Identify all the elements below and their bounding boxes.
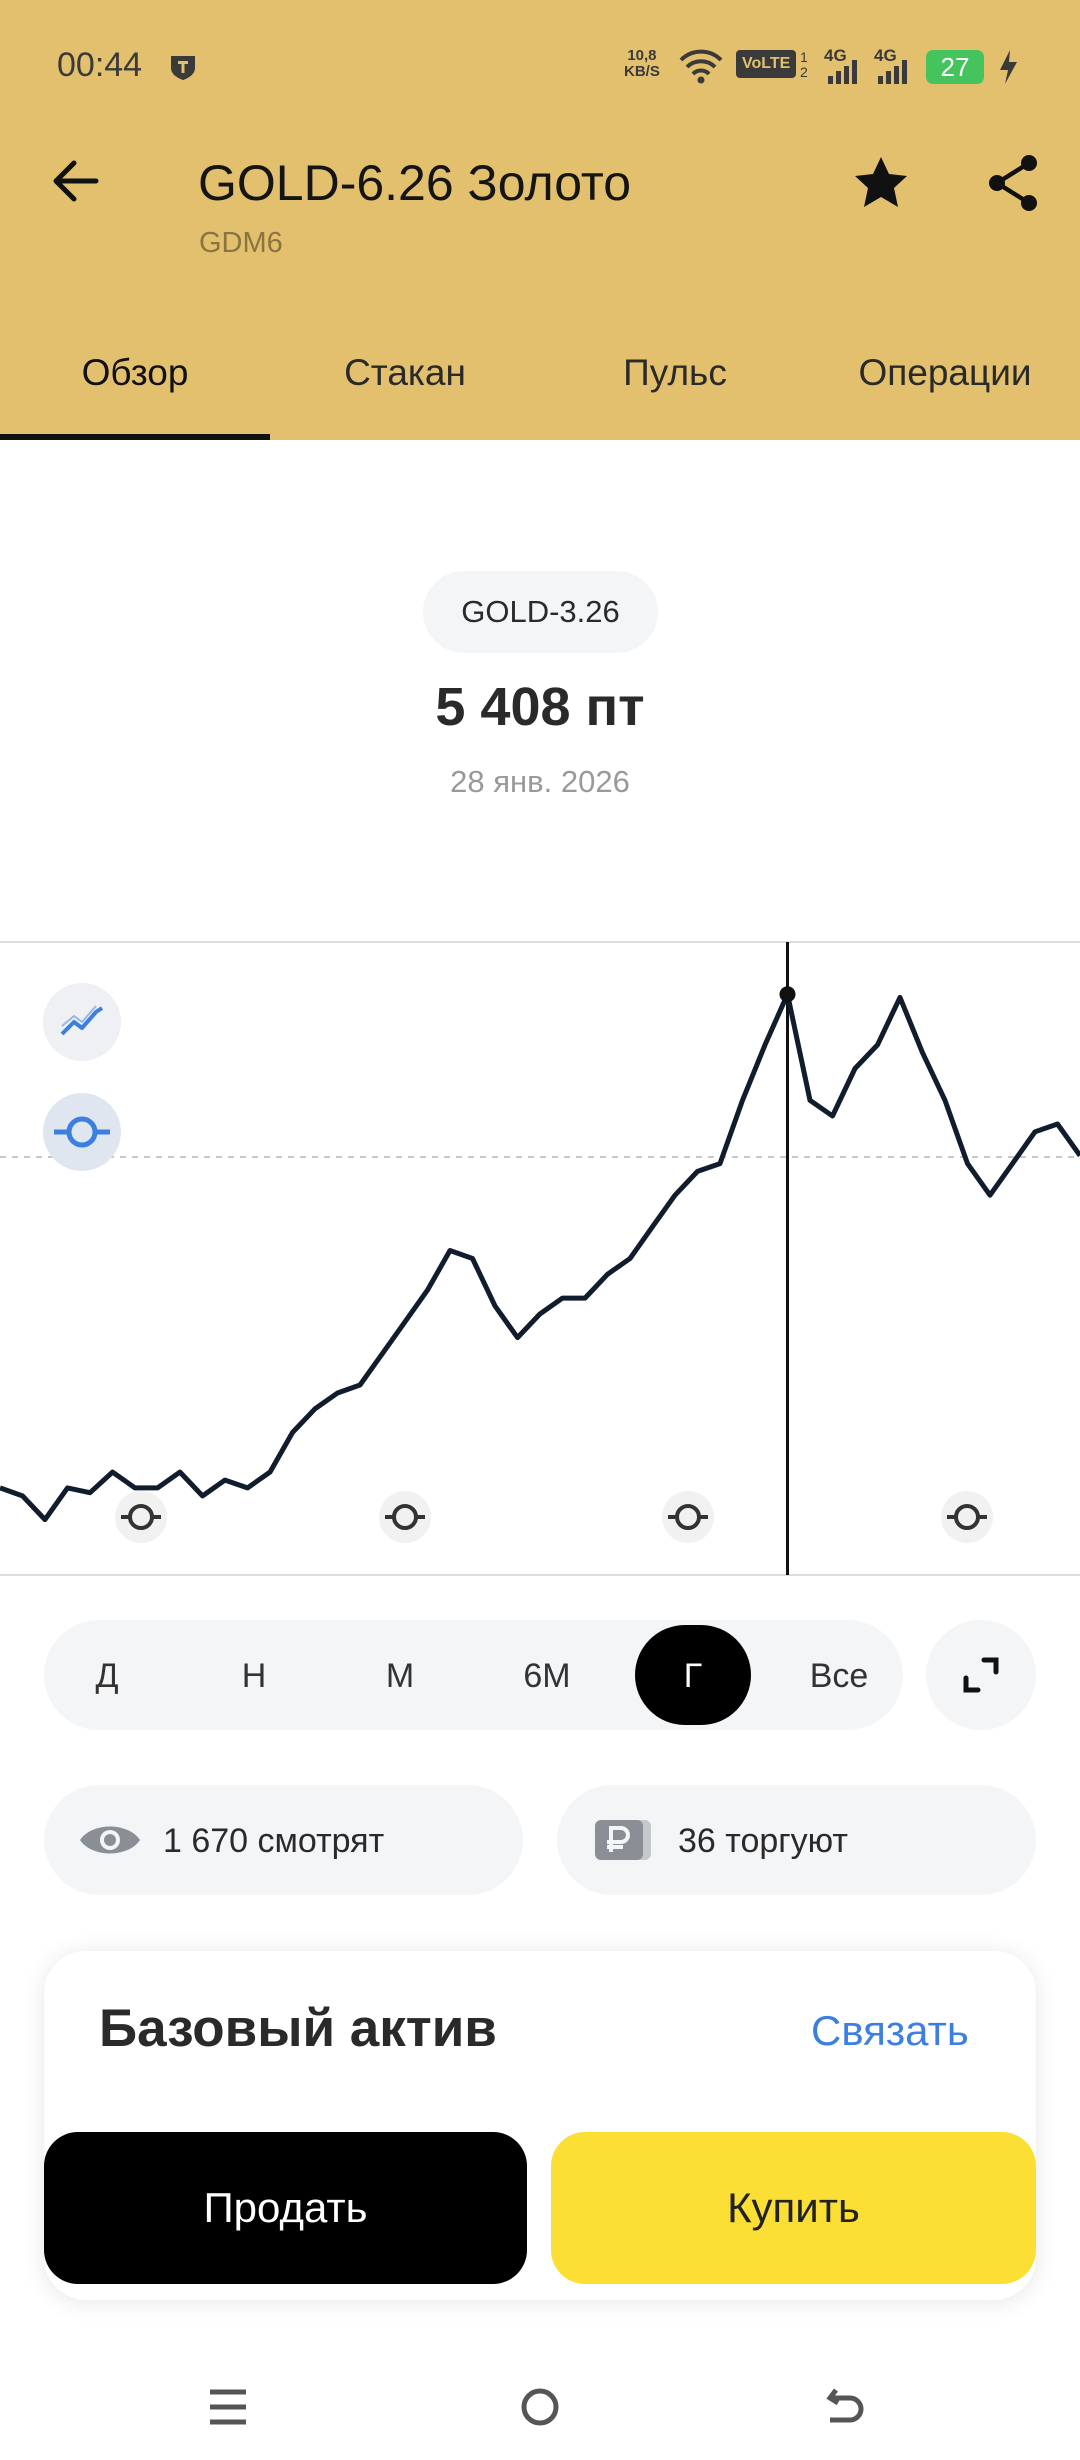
tab-underline: [0, 434, 270, 440]
event-marker[interactable]: [662, 1491, 714, 1543]
period-button[interactable]: Д: [95, 1657, 119, 1695]
status-speed-unit: KB/S: [624, 63, 660, 80]
period-button[interactable]: Н: [241, 1657, 267, 1695]
period-button[interactable]: М: [385, 1657, 415, 1695]
tab[interactable]: Стакан: [344, 352, 466, 393]
status-speed: 10,8 KB/S: [624, 48, 660, 80]
tab[interactable]: Пульс: [623, 352, 727, 393]
instrument-title: GOLD-6.26 Золото: [198, 155, 632, 211]
events-toggle[interactable]: [43, 1093, 121, 1171]
favorite-button[interactable]: [852, 155, 910, 211]
period-button[interactable]: 6М: [523, 1657, 571, 1695]
card-title: Базовый актив: [99, 1999, 497, 2058]
fullscreen-button[interactable]: [926, 1620, 1036, 1730]
signal-2: [878, 60, 907, 84]
network-2: 4G: [874, 46, 897, 65]
price: 5 408 пт: [435, 677, 645, 737]
watchers-count: 1 670 смотрят: [163, 1822, 385, 1860]
ruble-icon: [595, 1820, 651, 1860]
period-button[interactable]: Все: [809, 1657, 869, 1695]
status-icon: [171, 56, 195, 80]
event-markers: [115, 1491, 993, 1543]
event-marker[interactable]: [379, 1491, 431, 1543]
price-date: 28 янв. 2026: [450, 764, 630, 799]
battery: 27: [926, 50, 984, 84]
chart-type-button[interactable]: [43, 983, 121, 1061]
tab[interactable]: Операции: [858, 352, 1032, 393]
volte-badge: VoLTE: [736, 50, 797, 78]
nav-menu[interactable]: [210, 2389, 246, 2425]
nav-bar: [210, 2388, 864, 2426]
link-button[interactable]: Связать: [811, 2007, 969, 2054]
selected-point: [779, 986, 796, 1003]
eye-icon: [80, 1826, 140, 1854]
charging-icon: [1000, 50, 1017, 84]
wifi-icon: [679, 49, 723, 84]
period-selector: [44, 1620, 903, 1730]
share-button[interactable]: [985, 153, 1041, 213]
nav-back[interactable]: [826, 2388, 864, 2423]
buy-button[interactable]: Купить: [551, 2132, 1036, 2284]
network-1: 4G: [824, 46, 847, 65]
instrument-ticker: GDM6: [199, 227, 283, 259]
instrument-badge[interactable]: GOLD-3.26: [423, 571, 658, 653]
back-button[interactable]: [50, 155, 102, 207]
traders-count: 36 торгуют: [678, 1822, 848, 1860]
status-speed-value: 10,8: [627, 47, 657, 64]
signal-1: [828, 60, 857, 84]
tab[interactable]: Обзор: [81, 352, 189, 393]
period-selected: [635, 1625, 751, 1725]
event-marker[interactable]: [941, 1491, 993, 1543]
period-button[interactable]: Г: [683, 1657, 703, 1695]
sell-button[interactable]: Продать: [44, 2132, 527, 2284]
status-time: 00:44: [57, 46, 143, 84]
event-marker[interactable]: [115, 1491, 167, 1543]
price-line: [0, 991, 1080, 1523]
nav-home[interactable]: [521, 2388, 559, 2426]
